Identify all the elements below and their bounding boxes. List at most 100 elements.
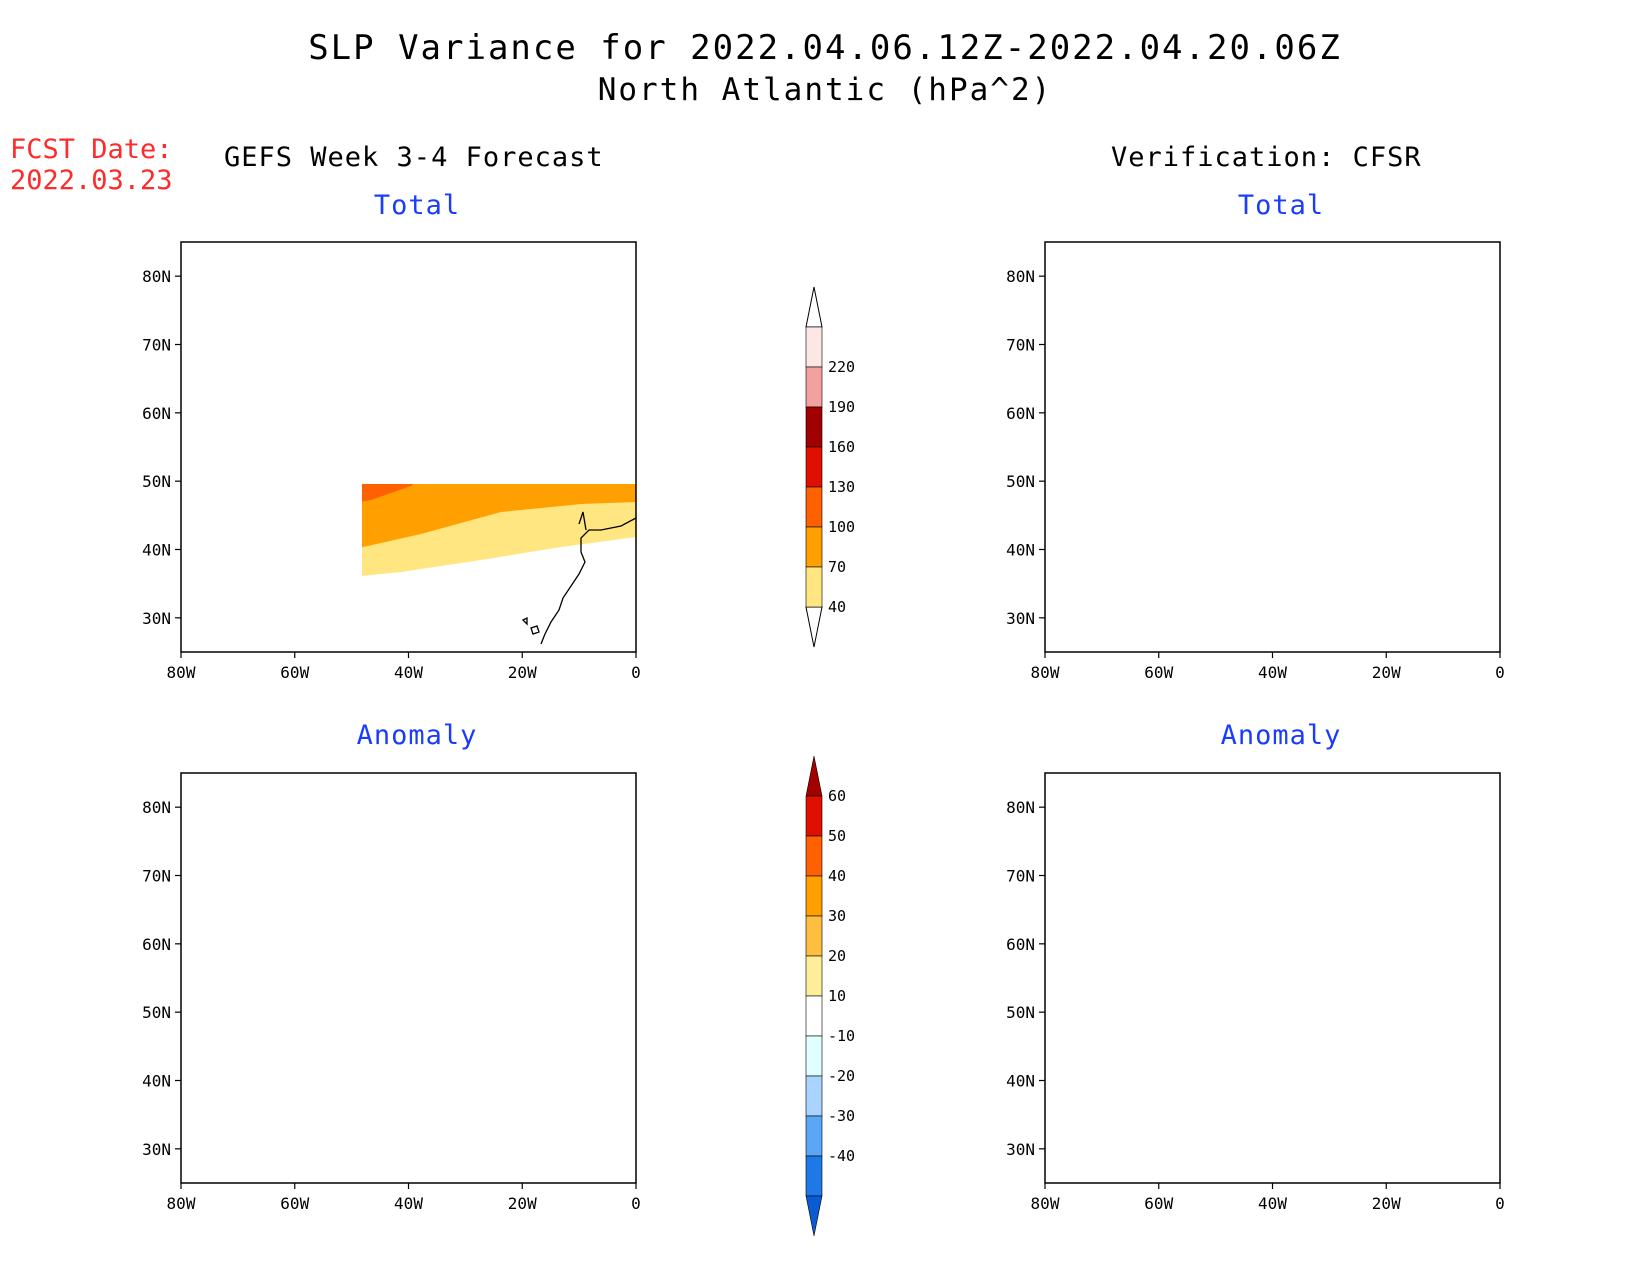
verification-anomaly-contour-12 (1305, 1005, 1445, 1049)
forecast-anomaly-frame (180, 772, 637, 1184)
forecast-anomaly-lat-label: 70N (142, 867, 171, 886)
forecast-total-lon-label: 40W (394, 663, 423, 682)
total-colorbar-label: 70 (828, 558, 846, 576)
forecast-anomaly-title: Anomaly (356, 720, 478, 751)
verification-anomaly-contour-1 (1045, 781, 1500, 973)
anomaly-colorbar-label: 40 (828, 867, 846, 885)
forecast-anomaly-contour-0 (181, 773, 636, 973)
anomaly-colorbar-label: -30 (828, 1107, 855, 1125)
verification-anomaly-lon-label: 80W (1031, 1194, 1060, 1213)
total-colorbar-segment (805, 486, 823, 528)
verification-total-contour-0 (1045, 270, 1500, 582)
verification-anomaly-contour-14 (1169, 971, 1253, 1035)
verification-anomaly-map: 80N 70N 60N 50N 40N 30N 80W 60W 40W 20W 0 (1006, 772, 1505, 1213)
verification-anomaly-lon-label: 0 (1495, 1194, 1505, 1213)
anomaly-colorbar-segment (805, 915, 823, 957)
anomaly-colorbar: 60 50 40 30 20 10 -10 -20 -30 -40 (805, 755, 855, 1237)
verification-anomaly-contour-16 (1183, 977, 1245, 1029)
verification-total-lat-label: 60N (1006, 404, 1035, 423)
verification-anomaly-contour-7 (1445, 901, 1500, 973)
anomaly-colorbar-label: -40 (828, 1147, 855, 1165)
verification-anomaly-contour-18 (1191, 985, 1237, 1023)
forecast-anomaly-map: 80N 70N 60N 50N 40N 30N 80W 60W 40W 20W 0 (142, 772, 641, 1213)
total-colorbar: 40 70 100 130 160 190 220 (805, 286, 855, 648)
forecast-date-caption: FCST Date: (10, 134, 173, 165)
main-subtitle: North Atlantic (hPa^2) (597, 72, 1053, 108)
main-title: SLP Variance for 2022.04.06.12Z-2022.04.… (308, 28, 1342, 68)
verification-total-lon-label: 60W (1144, 663, 1173, 682)
verification-anomaly-lat-label: 70N (1006, 867, 1035, 886)
forecast-total-lat-label: 30N (142, 609, 171, 628)
verification-anomaly-lat-label: 60N (1006, 935, 1035, 954)
verification-total-contour-6 (1305, 478, 1365, 504)
anomaly-colorbar-label: 10 (828, 987, 846, 1005)
anomaly-colorbar-segment (805, 835, 823, 877)
total-colorbar-segment (805, 526, 823, 568)
verification-total-map: 80N 70N 60N 50N 40N 30N 80W 60W 40W 20W 0 (1006, 241, 1505, 682)
verification-total-lon-label: 80W (1031, 663, 1060, 682)
forecast-total-contour-3 (381, 298, 453, 338)
anomaly-colorbar-label: 60 (828, 787, 846, 805)
verification-anomaly-lat-label: 40N (1006, 1072, 1035, 1091)
total-colorbar-label: 160 (828, 438, 855, 456)
verification-anomaly-contour-3 (1045, 819, 1500, 933)
verification-total-frame (1044, 241, 1501, 653)
verification-total-lat-label: 30N (1006, 609, 1035, 628)
total-colorbar-upper-cap (805, 286, 823, 328)
total-colorbar-segment (805, 366, 823, 408)
forecast-total-contour-1 (341, 282, 471, 352)
verification-anomaly-contour-15 (1311, 1011, 1425, 1041)
total-colorbar-segment (805, 566, 823, 608)
verification-anomaly-contour-2 (1045, 809, 1500, 943)
anomaly-colorbar-label: -10 (828, 1027, 855, 1045)
forecast-total-contour-0 (362, 484, 636, 576)
verification-anomaly-lat-label: 30N (1006, 1140, 1035, 1159)
forecast-anomaly-contour-6 (181, 1043, 321, 1095)
forecast-total-lon-label: 80W (167, 663, 196, 682)
anomaly-colorbar-segment (805, 955, 823, 997)
total-colorbar-label: 220 (828, 358, 855, 376)
verification-total-contour-2 (1045, 286, 1500, 558)
verification-total-contour-8 (1315, 484, 1345, 498)
forecast-anomaly-lat-label: 30N (142, 1140, 171, 1159)
forecast-total-lat-label: 80N (142, 267, 171, 286)
forecast-anomaly-contour-1 (321, 795, 636, 933)
verification-anomaly-title: Anomaly (1220, 720, 1342, 751)
verification-total-contour-7 (1165, 430, 1255, 492)
verification-anomaly-contour-17 (1317, 1017, 1393, 1037)
anomaly-colorbar-segment (805, 795, 823, 837)
anomaly-colorbar-segment (805, 1115, 823, 1157)
verification-total-contour-5 (1045, 418, 1273, 494)
verification-anomaly-lat-label: 80N (1006, 798, 1035, 817)
verification-anomaly-lon-label: 60W (1144, 1194, 1173, 1213)
forecast-total-lat-label: 70N (142, 336, 171, 355)
verification-total-contour-9 (1185, 444, 1235, 486)
verification-total-lon-label: 20W (1372, 663, 1401, 682)
anomaly-colorbar-label: -20 (828, 1067, 855, 1085)
forecast-total-lat-label: 50N (142, 472, 171, 491)
verification-anomaly-contour-8 (1045, 935, 1265, 1055)
anomaly-colorbar-label: 20 (828, 947, 846, 965)
forecast-column-title: GEFS Week 3-4 Forecast (224, 142, 604, 173)
verification-total-contour-3 (1045, 402, 1295, 532)
forecast-anomaly-lon-label: 60W (280, 1194, 309, 1213)
forecast-anomaly-background (181, 773, 636, 1183)
total-colorbar-label: 190 (828, 398, 855, 416)
verification-total-lon-label: 0 (1495, 663, 1505, 682)
verification-total-contour-4 (1295, 468, 1400, 514)
verification-anomaly-coastline (1045, 787, 1500, 1175)
verification-total-lat-label: 50N (1006, 472, 1035, 491)
forecast-anomaly-contour-4 (477, 939, 636, 1063)
forecast-total-contour-4 (362, 484, 414, 502)
anomaly-colorbar-segment (805, 1035, 823, 1077)
forecast-total-lat-label: 40N (142, 541, 171, 560)
forecast-anomaly-lon-label: 0 (631, 1194, 641, 1213)
anomaly-colorbar-segment (805, 875, 823, 917)
total-colorbar-segment (805, 326, 823, 368)
anomaly-colorbar-segment (805, 995, 823, 1037)
verification-anomaly-contour-13 (1069, 1039, 1115, 1103)
forecast-anomaly-lon-label: 20W (508, 1194, 537, 1213)
forecast-date-value: 2022.03.23 (10, 165, 173, 196)
verification-anomaly-lon-label: 20W (1372, 1194, 1401, 1213)
